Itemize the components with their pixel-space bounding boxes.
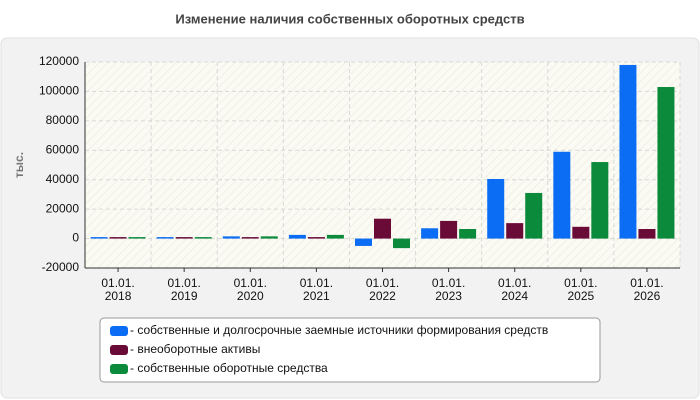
bar: [459, 229, 477, 239]
y-tick-label: 0: [72, 231, 79, 245]
y-tick-label: 120000: [39, 54, 79, 68]
y-tick-label: 100000: [39, 84, 79, 98]
x-tick-label: 2025: [567, 289, 594, 303]
x-tick-label: 01.01.: [101, 276, 134, 290]
bar: [260, 236, 278, 239]
x-tick-label: 01.01.: [366, 276, 399, 290]
legend-label: - собственные оборотные средства: [130, 361, 328, 375]
bar: [638, 229, 656, 239]
chart-title: Изменение наличия собственных оборотных …: [175, 11, 524, 26]
y-tick-label: 20000: [46, 201, 80, 215]
bar: [487, 178, 505, 239]
bar: [421, 228, 439, 239]
bar: [222, 236, 240, 239]
bar: [241, 237, 259, 239]
bar: [657, 87, 675, 239]
x-tick-label: 01.01.: [630, 276, 663, 290]
legend-label: - собственные и долгосрочные заемные ист…: [130, 323, 548, 337]
bar: [553, 151, 571, 239]
legend-swatch: [110, 345, 128, 355]
bar: [355, 238, 372, 246]
bar: [525, 192, 543, 239]
y-tick-label: 80000: [46, 113, 80, 127]
x-tick-label: 01.01.: [432, 276, 465, 290]
x-tick-label: 01.01.: [167, 276, 200, 290]
x-tick-label: 01.01.: [564, 276, 597, 290]
legend-swatch: [110, 364, 128, 374]
y-tick-label: 60000: [46, 142, 80, 156]
y-axis-label: тыс.: [12, 152, 26, 178]
bar: [619, 64, 637, 239]
bar: [307, 237, 325, 239]
x-tick-label: 01.01.: [498, 276, 531, 290]
x-tick-label: 2020: [237, 289, 264, 303]
legend-label: - внеоборотные активы: [130, 342, 260, 356]
legend: [99, 317, 601, 383]
x-tick-label: 01.01.: [300, 276, 333, 290]
bar: [506, 223, 524, 239]
legend-swatch: [110, 326, 128, 336]
x-tick-label: 2018: [105, 289, 132, 303]
x-tick-label: 2023: [435, 289, 462, 303]
bar: [393, 238, 410, 249]
bar: [194, 237, 212, 239]
bar: [175, 237, 193, 239]
x-tick-label: 01.01.: [234, 276, 267, 290]
bar: [326, 234, 344, 239]
bar: [90, 237, 108, 239]
x-tick-label: 2026: [634, 289, 661, 303]
bar: [156, 237, 174, 239]
x-tick-label: 2021: [303, 289, 330, 303]
bar: [572, 226, 590, 239]
bar: [374, 218, 391, 239]
bar: [591, 162, 609, 239]
x-tick-label: 2022: [369, 289, 396, 303]
x-tick-label: 2024: [501, 289, 528, 303]
bar: [128, 237, 146, 239]
bar: [288, 234, 306, 239]
y-tick-label: 40000: [46, 172, 80, 186]
y-tick-label: -20000: [42, 260, 80, 274]
bar: [109, 237, 127, 239]
x-tick-label: 2019: [171, 289, 198, 303]
bar: [440, 220, 458, 239]
